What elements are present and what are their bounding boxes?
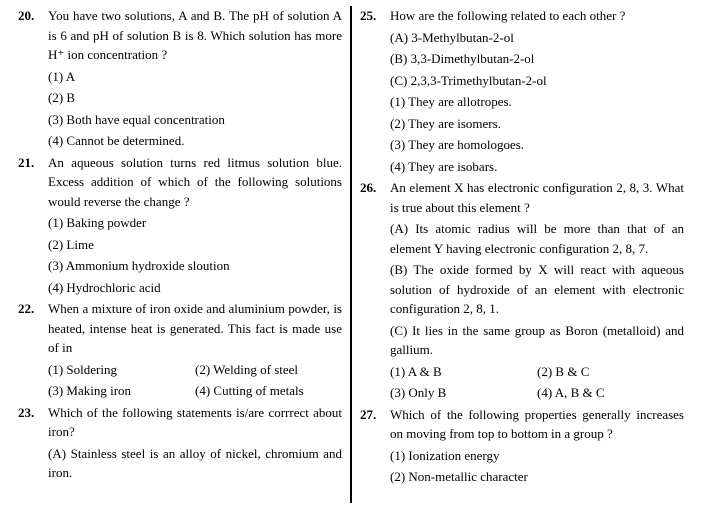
- question-body: Which of the following properties genera…: [390, 405, 684, 487]
- option-row: (1) A & B (2) B & C: [390, 362, 684, 382]
- option-3: (3) Ammonium hydroxide sloution: [48, 256, 342, 276]
- option-1: (1) A: [48, 67, 342, 87]
- option-b: (B) The oxide formed by X will react wit…: [390, 260, 684, 319]
- option-4: (4) A, B & C: [537, 383, 684, 403]
- option-a: (A) Stainless steel is an alloy of nicke…: [48, 444, 342, 483]
- sub-a: (A) 3-Methylbutan-2-ol: [390, 28, 684, 48]
- option-2: (2) They are isomers.: [390, 114, 684, 134]
- option-3: (3) Both have equal concentration: [48, 110, 342, 130]
- question-number: 21.: [18, 153, 48, 298]
- question-body: When a mixture of iron oxide and alumini…: [48, 299, 342, 401]
- question-body: You have two solutions, A and B. The pH …: [48, 6, 342, 151]
- question-stem: You have two solutions, A and B. The pH …: [48, 6, 342, 65]
- sub-c: (C) 2,3,3-Trimethylbutan-2-ol: [390, 71, 684, 91]
- question-body: How are the following related to each ot…: [390, 6, 684, 176]
- question-20: 20. You have two solutions, A and B. The…: [18, 6, 342, 151]
- question-22: 22. When a mixture of iron oxide and alu…: [18, 299, 342, 401]
- option-1: (1) Soldering: [48, 360, 195, 380]
- option-3: (3) Making iron: [48, 381, 195, 401]
- option-3: (3) They are homologoes.: [390, 135, 684, 155]
- option-4: (4) Cutting of metals: [195, 381, 342, 401]
- question-number: 20.: [18, 6, 48, 151]
- question-21: 21. An aqueous solution turns red litmus…: [18, 153, 342, 298]
- option-row: (1) Soldering (2) Welding of steel: [48, 360, 342, 380]
- question-body: An element X has electronic configuratio…: [390, 178, 684, 403]
- option-2: (2) Non-metallic character: [390, 467, 684, 487]
- question-number: 27.: [360, 405, 390, 487]
- question-stem: Which of the following properties genera…: [390, 405, 684, 444]
- question-25: 25. How are the following related to eac…: [360, 6, 684, 176]
- option-row: (3) Making iron (4) Cutting of metals: [48, 381, 342, 401]
- option-a: (A) Its atomic radius will be more than …: [390, 219, 684, 258]
- option-1: (1) Ionization energy: [390, 446, 684, 466]
- option-4: (4) Hydrochloric acid: [48, 278, 342, 298]
- option-1: (1) They are allotropes.: [390, 92, 684, 112]
- option-2: (2) B: [48, 88, 342, 108]
- question-stem: An element X has electronic configuratio…: [390, 178, 684, 217]
- option-1: (1) Baking powder: [48, 213, 342, 233]
- page: 20. You have two solutions, A and B. The…: [10, 6, 692, 503]
- right-column: 25. How are the following related to eac…: [352, 6, 692, 503]
- option-4: (4) They are isobars.: [390, 157, 684, 177]
- option-1: (1) A & B: [390, 362, 537, 382]
- question-23: 23. Which of the following statements is…: [18, 403, 342, 483]
- question-27: 27. Which of the following properties ge…: [360, 405, 684, 487]
- question-number: 22.: [18, 299, 48, 401]
- option-2: (2) B & C: [537, 362, 684, 382]
- question-body: Which of the following statements is/are…: [48, 403, 342, 483]
- option-row: (3) Only B (4) A, B & C: [390, 383, 684, 403]
- option-2: (2) Welding of steel: [195, 360, 342, 380]
- question-stem: Which of the following statements is/are…: [48, 403, 342, 442]
- question-number: 23.: [18, 403, 48, 483]
- option-3: (3) Only B: [390, 383, 537, 403]
- question-body: An aqueous solution turns red litmus sol…: [48, 153, 342, 298]
- option-c: (C) It lies in the same group as Boron (…: [390, 321, 684, 360]
- question-stem: How are the following related to each ot…: [390, 6, 684, 26]
- sub-b: (B) 3,3-Dimethylbutan-2-ol: [390, 49, 684, 69]
- option-4: (4) Cannot be determined.: [48, 131, 342, 151]
- question-number: 26.: [360, 178, 390, 403]
- left-column: 20. You have two solutions, A and B. The…: [10, 6, 350, 503]
- question-stem: An aqueous solution turns red litmus sol…: [48, 153, 342, 212]
- question-26: 26. An element X has electronic configur…: [360, 178, 684, 403]
- question-number: 25.: [360, 6, 390, 176]
- question-stem: When a mixture of iron oxide and alumini…: [48, 299, 342, 358]
- option-2: (2) Lime: [48, 235, 342, 255]
